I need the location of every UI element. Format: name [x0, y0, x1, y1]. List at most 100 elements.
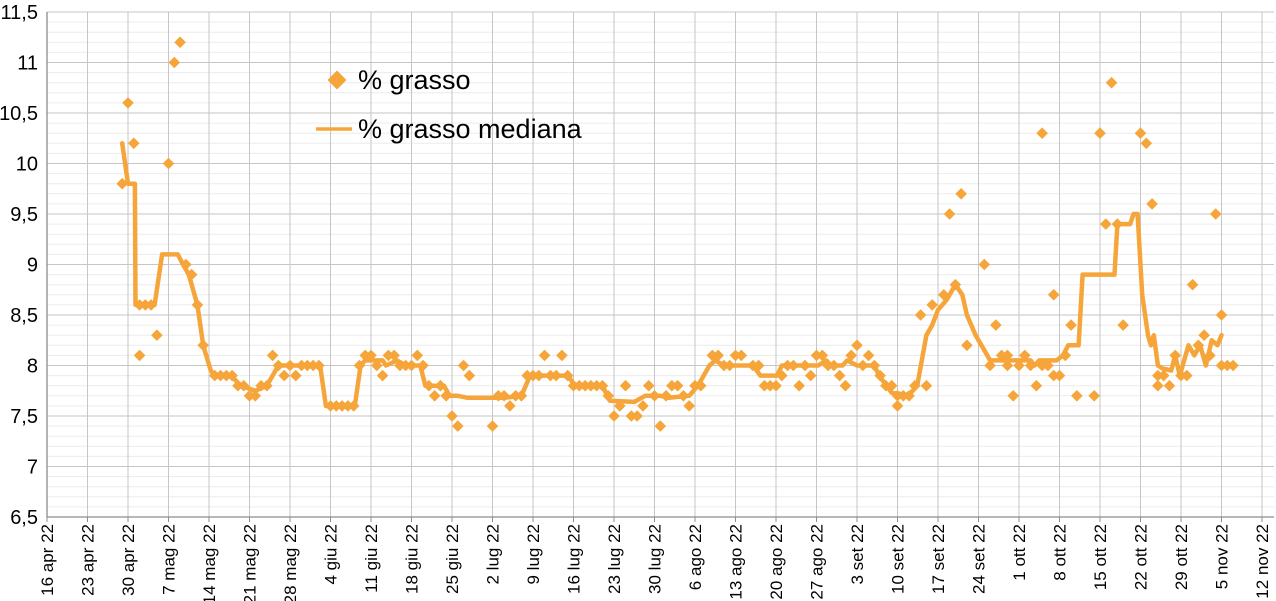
scatter-point [712, 349, 724, 362]
scatter-point [752, 359, 765, 372]
scatter-point [770, 379, 782, 392]
scatter-point [637, 400, 649, 412]
x-tick-label: 2 lug 22 [484, 524, 503, 585]
scatter-point [949, 278, 962, 291]
scatter-legend-diamond-icon [327, 70, 347, 90]
scatter-point [926, 299, 939, 311]
scatter-point [683, 400, 696, 412]
scatter-point [463, 369, 476, 382]
x-tick-label: 16 lug 22 [565, 524, 584, 594]
scatter-point [1036, 127, 1048, 139]
scatter-point [1001, 349, 1014, 362]
x-tick-label: 15 ott 22 [1091, 524, 1110, 590]
scatter-point [313, 359, 325, 372]
scatter-point [909, 379, 921, 392]
scatter-point [249, 390, 262, 402]
scatter-point [833, 369, 846, 382]
scatter-point [1152, 379, 1164, 392]
scatter-point [1088, 390, 1101, 402]
x-tick-label: 30 apr 22 [119, 524, 138, 596]
scatter-point [561, 369, 574, 382]
scatter-point [654, 420, 667, 432]
scatter-point [1099, 218, 1112, 230]
scatter-point [417, 359, 429, 372]
scatter-point [816, 349, 829, 362]
scatter-point [990, 319, 1002, 331]
legend-label-grasso-mediana: % grasso mediana [358, 114, 583, 144]
scatter-point [405, 359, 418, 372]
median-line [119, 141, 1224, 409]
x-tick-label: 28 mag 22 [281, 524, 300, 601]
x-tick-label: 21 mag 22 [241, 524, 260, 601]
scatter-point [862, 349, 875, 362]
scatter-point [498, 390, 510, 402]
scatter-point [694, 379, 707, 392]
x-tick-label: 23 apr 22 [79, 524, 98, 596]
scatter-point [608, 410, 620, 422]
scatter-point [775, 369, 788, 382]
scatter-point [1204, 349, 1216, 362]
x-tick-label: 9 lug 22 [524, 524, 543, 585]
scatter-point [1065, 319, 1077, 331]
scatter-point [787, 359, 800, 372]
y-tick-label: 8,5 [10, 305, 38, 327]
scatter-point [845, 349, 858, 362]
x-tick-label: 30 lug 22 [646, 524, 665, 594]
y-tick-label: 9 [27, 255, 38, 277]
axes [46, 12, 1274, 522]
scatter-point [261, 379, 273, 392]
x-tick-label: 8 ott 22 [1051, 524, 1070, 581]
scatter-point [1018, 349, 1031, 362]
scatter-point [631, 410, 643, 422]
scatter-point [289, 369, 302, 382]
legend-label-grasso: % grasso [358, 65, 471, 95]
scatter-point [1157, 369, 1170, 382]
scatter-point [1053, 369, 1066, 382]
scatter-point [851, 339, 863, 352]
x-tick-label: 17 set 22 [929, 524, 948, 594]
scatter-point [1180, 369, 1193, 382]
x-tick-label: 10 set 22 [889, 524, 908, 594]
scatter-point [162, 157, 175, 170]
scatter-point [1001, 359, 1014, 372]
y-tick-label: 10 [16, 154, 38, 176]
scatter-point [799, 359, 811, 372]
y-tick-label: 8 [27, 356, 38, 378]
scatter-point [943, 208, 956, 220]
scatter-point [1198, 329, 1210, 341]
scatter-point [891, 400, 904, 412]
scatter-point [1134, 127, 1147, 139]
x-tick-label: 6 ago 22 [686, 524, 705, 590]
scatter-point [1047, 289, 1060, 301]
y-tick-label: 11,5 [1, 2, 38, 24]
scatter-point [1117, 319, 1129, 331]
scatter-point [937, 289, 950, 301]
x-tick-label: 16 apr 22 [38, 524, 57, 596]
scatter-point [411, 349, 424, 362]
scatter-point [1215, 309, 1228, 321]
y-tick-label: 11 [17, 53, 38, 75]
scatter-point [515, 390, 528, 402]
scatter-point [1146, 198, 1158, 210]
scatter-point [648, 390, 661, 402]
x-tick-label: 22 ott 22 [1132, 524, 1151, 590]
scatter-point [1071, 390, 1083, 402]
scatter-point [133, 349, 146, 362]
y-tick-label: 7 [27, 457, 38, 479]
scatter-point [504, 400, 516, 412]
scatter-point [191, 299, 204, 311]
y-axis-labels: 6,5 7 7,5 8 8,5 9 9,5 10 10,5 11 11,5 [0, 2, 38, 529]
scatter-point [1192, 339, 1205, 352]
scatter-point [174, 36, 186, 49]
major-gridlines [46, 11, 1274, 518]
scatter-point [284, 359, 296, 372]
x-tick-label: 12 nov 22 [1253, 524, 1272, 599]
scatter-point [1111, 218, 1124, 230]
x-tick-label: 25 giu 22 [443, 524, 462, 594]
scatter-point [1094, 127, 1106, 139]
scatter-point [1209, 208, 1222, 220]
scatter-point [532, 369, 545, 382]
scatter-point [1013, 359, 1025, 372]
